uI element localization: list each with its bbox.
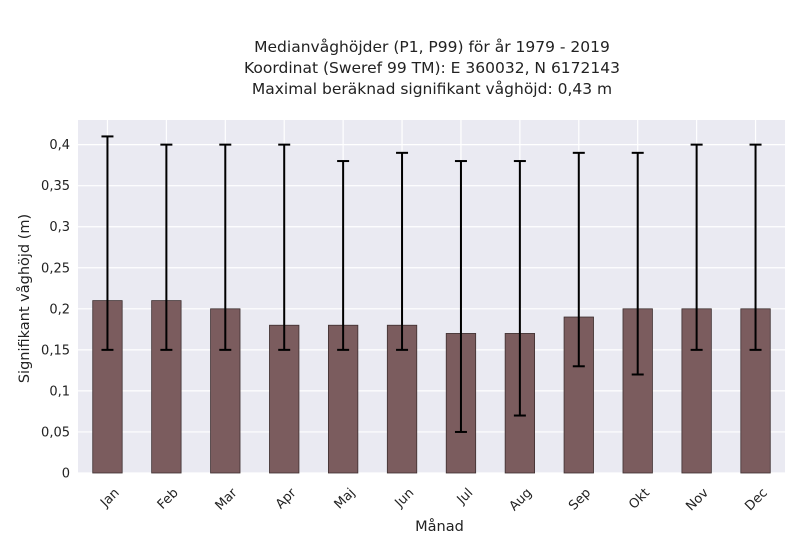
y-tick-label: 0,15 <box>41 343 70 358</box>
x-tick-label: Aug <box>507 486 536 515</box>
error-bar-jun <box>396 151 409 351</box>
title-line-1: Medianvåghöjder (P1, P99) för år 1979 - … <box>254 38 610 56</box>
error-bar-sep <box>572 151 585 368</box>
error-bar-nov <box>690 143 703 351</box>
title-line-3: Maximal beräknad signifikant våghöjd: 0,… <box>252 80 612 98</box>
plot-area <box>78 120 785 473</box>
error-bar-apr <box>278 143 291 351</box>
y-tick-label: 0 <box>62 467 70 482</box>
y-tick-label: 0,2 <box>49 302 70 317</box>
y-axis-label: Signifikant våghöjd (m) <box>16 214 33 383</box>
y-tick-label: 0,35 <box>41 179 70 194</box>
x-axis: Jan Feb Mar Apr Maj Jun Jul Aug Sep Okt Nov Dec <box>97 485 771 514</box>
x-tick-label: Sep <box>566 486 594 514</box>
y-tick-label: 0,4 <box>49 138 70 153</box>
y-tick-label: 0,25 <box>41 261 70 276</box>
x-tick-label: Maj <box>332 486 359 513</box>
x-tick-label: Dec <box>742 486 770 514</box>
x-tick-label: Nov <box>683 485 712 514</box>
error-bar-jan <box>101 135 114 351</box>
y-tick-label: 0,3 <box>49 220 70 235</box>
error-bar-dec <box>749 143 762 351</box>
x-tick-label: Jul <box>454 486 476 508</box>
chart-title: Medianvåghöjder (P1, P99) för år 1979 - … <box>244 38 620 98</box>
error-bar-mar <box>219 143 232 351</box>
error-bar-maj <box>337 160 350 351</box>
bars <box>92 300 771 474</box>
title-line-2: Koordinat (Sweref 99 TM): E 360032, N 61… <box>244 59 620 77</box>
y-axis: 0 0,05 0,1 0,15 0,2 0,25 0,3 0,35 0,4 <box>41 138 70 481</box>
y-tick-label: 0,1 <box>49 384 70 399</box>
error-bar-jul <box>454 160 467 433</box>
x-axis-label: Månad <box>415 518 464 535</box>
error-bars <box>101 135 762 433</box>
error-bar-feb <box>160 143 173 351</box>
bar-jan <box>92 300 123 474</box>
x-tick-label: Okt <box>626 486 653 513</box>
error-bar-aug <box>513 160 526 417</box>
x-tick-label: Apr <box>273 485 300 512</box>
x-tick-label: Feb <box>155 486 182 513</box>
x-tick-label: Jan <box>97 486 122 511</box>
error-bar-okt <box>631 151 644 376</box>
x-tick-label: Jun <box>392 486 418 512</box>
x-tick-label: Mar <box>213 485 241 513</box>
y-tick-label: 0,05 <box>41 425 70 440</box>
